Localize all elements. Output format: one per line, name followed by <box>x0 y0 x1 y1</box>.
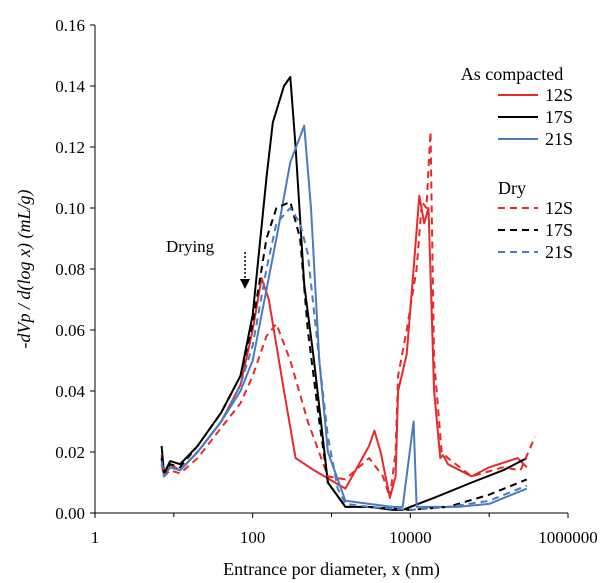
legend-label: 12S <box>545 198 573 218</box>
annotation: Drying <box>166 237 250 289</box>
y-tick-label: 0.04 <box>55 382 85 401</box>
legend-label: 21S <box>545 242 573 262</box>
y-tick-label: 0.02 <box>55 443 85 462</box>
legend-label: 17S <box>545 107 573 127</box>
series-line-dry-17s <box>160 200 528 511</box>
x-tick-label: 1000000 <box>538 528 598 547</box>
legend-group-title: Dry <box>498 178 526 198</box>
y-tick-label: 0.12 <box>55 138 85 157</box>
y-tick-label: 0.08 <box>55 260 85 279</box>
legend-label: 12S <box>545 85 573 105</box>
y-tick-label: 0.16 <box>55 16 85 35</box>
series-line-dry-12s <box>160 130 536 499</box>
drying-arrow-head <box>240 279 250 289</box>
drying-annotation-label: Drying <box>166 237 215 256</box>
series-line-as-compacted-12s <box>160 194 528 499</box>
x-axis-title: Entrance por diameter, x (nm) <box>223 559 440 580</box>
x-tick-label: 10000 <box>389 528 432 547</box>
y-axis-title: -dVp / d(log x) (mL/g) <box>14 190 35 349</box>
legend-label: 21S <box>545 129 573 149</box>
legend-label: 17S <box>545 220 573 240</box>
y-tick-label: 0.06 <box>55 321 85 340</box>
x-tick-label: 1 <box>91 528 100 547</box>
series-layer <box>160 75 536 511</box>
x-tick-label: 100 <box>240 528 266 547</box>
legend-group-title: As compacted <box>461 64 563 84</box>
series-line-as-compacted-21s <box>160 124 528 508</box>
y-tick-label: 0.14 <box>55 77 85 96</box>
y-tick-label: 0.00 <box>55 504 85 523</box>
series-line-as-compacted-17s <box>160 75 528 511</box>
axes: 0.00 0.02 0.04 0.06 0.08 0.10 0.12 0.14 0.16 1 100… <box>14 16 598 580</box>
series-line-dry-21s <box>160 207 528 511</box>
y-tick-label: 0.10 <box>55 199 85 218</box>
